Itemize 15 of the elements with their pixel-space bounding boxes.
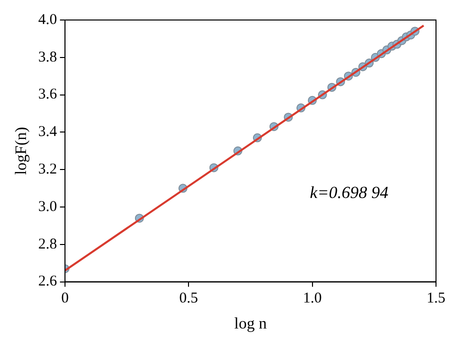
x-tick-label: 0.5 [179, 290, 198, 307]
y-tick-label: 2.8 [38, 236, 57, 252]
y-tick-label: 2.6 [38, 274, 58, 290]
y-tick-label: 3.6 [38, 86, 58, 103]
x-tick-label: 1.0 [302, 290, 322, 307]
y-tick-label: 3.2 [38, 162, 57, 178]
y-tick-label: 4.0 [38, 12, 57, 28]
x-axis-title: log n [234, 316, 267, 333]
y-tick-label: 3.8 [38, 49, 57, 66]
y-tick-label: 3.4 [38, 124, 58, 140]
x-tick-label: 0 [61, 290, 69, 307]
annotation: k=0.698 94 [310, 183, 389, 202]
y-tick-label: 3.0 [38, 198, 57, 215]
x-tick-label: 1.5 [426, 290, 446, 307]
y-axis-title: logF(n) [12, 126, 30, 175]
